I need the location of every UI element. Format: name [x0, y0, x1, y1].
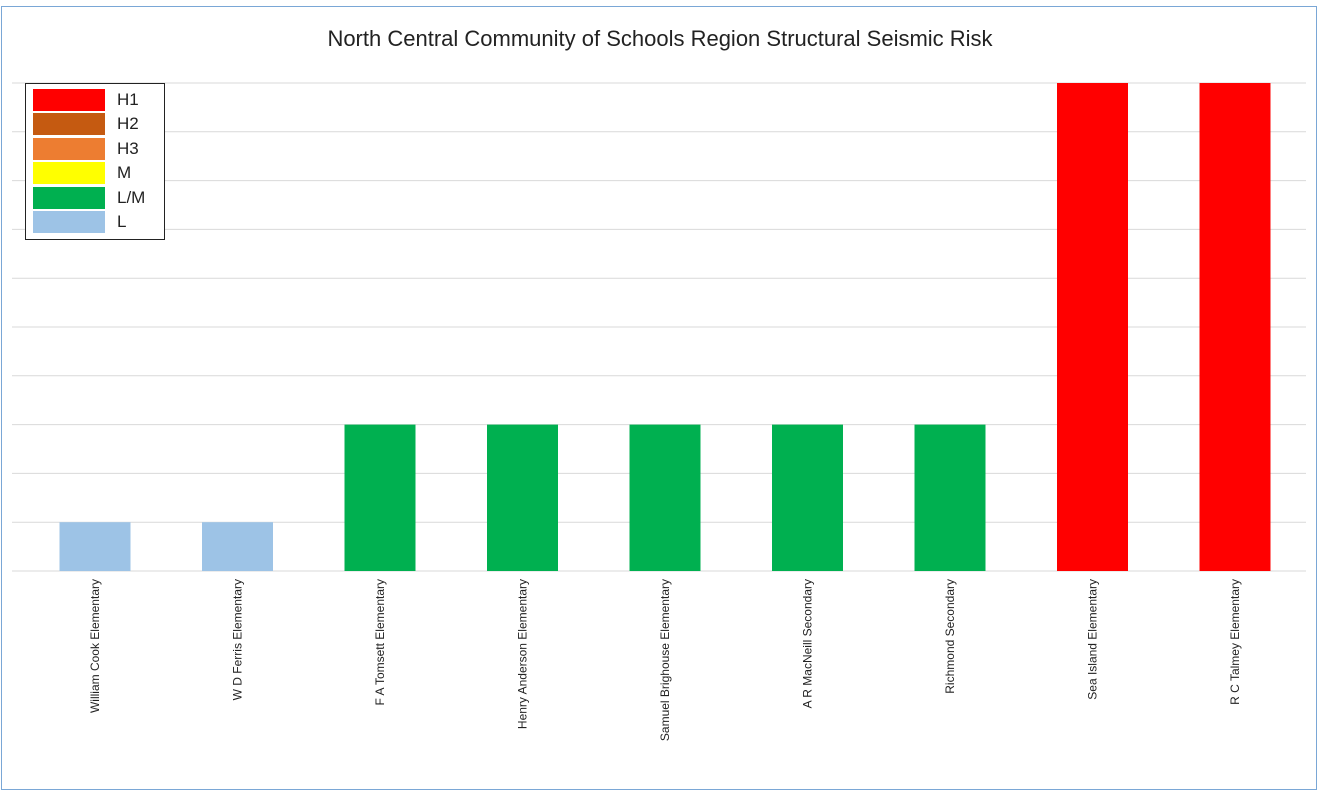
category-label: William Cook Elementary	[88, 579, 102, 713]
bar-william-cook-elementary	[59, 522, 131, 571]
category-label: F A Tomsett Elementary	[373, 579, 387, 706]
bar-richmond-secondary	[914, 424, 986, 571]
category-label: Richmond Secondary	[943, 579, 957, 694]
legend-label: L/M	[117, 187, 146, 207]
legend-item: L/M	[33, 186, 164, 210]
legend-label: M	[117, 163, 132, 183]
legend-item: H1	[33, 88, 164, 112]
legend-swatch	[33, 89, 105, 111]
legend-swatch	[33, 113, 105, 136]
bar-samuel-brighouse-elementary	[629, 424, 701, 571]
chart-title: North Central Community of Schools Regio…	[327, 26, 993, 51]
legend-item: H2	[33, 112, 164, 136]
bars	[59, 83, 1271, 571]
legend-item: H3	[33, 137, 164, 161]
category-label: A R MacNeill Secondary	[801, 579, 815, 708]
legend-label: H2	[117, 114, 139, 134]
bar-a-r-macneill-secondary	[772, 424, 843, 571]
bar-henry-anderson-elementary	[487, 424, 558, 571]
legend-label: H3	[117, 138, 139, 158]
category-label: Sea Island Elementary	[1086, 579, 1100, 700]
category-label: Henry Anderson Elementary	[516, 579, 530, 729]
legend-swatch	[33, 210, 105, 233]
bar-w-d-ferris-elementary	[202, 522, 273, 571]
category-label: W D Ferris Elementary	[231, 579, 245, 700]
legend-swatch	[33, 162, 105, 185]
bar-sea-island-elementary	[1057, 83, 1128, 571]
category-label: Samuel Brighouse Elementary	[658, 579, 672, 741]
legend-swatch	[33, 186, 105, 209]
bar-f-a-tomsett-elementary	[344, 424, 416, 571]
legend-label: H1	[117, 90, 139, 109]
legend: H1 H2 H3 M L/M L	[25, 83, 165, 240]
legend-item: L	[33, 210, 164, 234]
category-label: R C Talmey Elementary	[1228, 579, 1242, 705]
legend-item: M	[33, 161, 164, 185]
category-labels: William Cook Elementary W D Ferris Elemen…	[88, 579, 1242, 741]
legend-swatch	[33, 137, 105, 160]
bar-r-c-talmey-elementary	[1199, 83, 1271, 571]
legend-label: L	[117, 211, 127, 231]
